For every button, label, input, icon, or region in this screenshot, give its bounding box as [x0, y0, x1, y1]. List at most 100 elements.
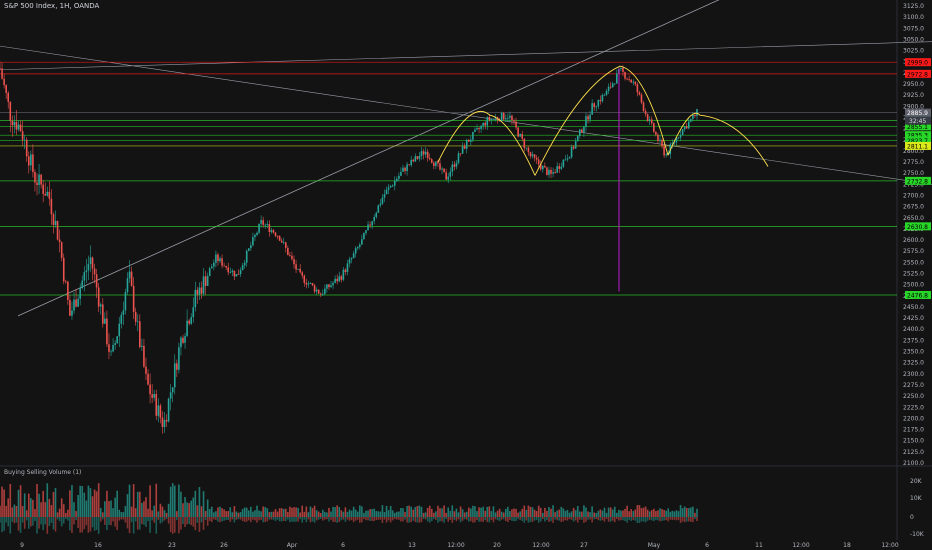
volume-bar	[313, 517, 316, 523]
volume-bar	[136, 491, 139, 517]
candle-body	[89, 257, 92, 265]
volume-bar	[486, 506, 489, 517]
volume-bar	[272, 511, 275, 517]
volume-bar	[408, 505, 410, 517]
candle-body	[566, 158, 569, 160]
candle-body	[356, 247, 359, 249]
candle-body	[591, 103, 593, 115]
candle-body	[178, 347, 180, 370]
candle-body	[167, 398, 170, 422]
volume-bar	[585, 517, 587, 522]
candle-body	[344, 269, 347, 273]
candle-body	[99, 304, 102, 307]
candle-body	[644, 111, 647, 115]
candle-body	[406, 164, 408, 171]
candle-body	[529, 152, 532, 157]
volume-bar	[145, 517, 147, 527]
candle-body	[443, 168, 445, 173]
candle-body	[192, 307, 195, 318]
volume-bar	[112, 517, 114, 522]
y-tick-label: 2675.0	[903, 204, 924, 211]
price-level-tag	[905, 291, 931, 300]
volume-bar	[414, 517, 417, 523]
candle-body	[235, 274, 238, 277]
volume-bar	[354, 509, 357, 517]
volume-bar	[646, 517, 649, 521]
candle-body	[665, 154, 667, 156]
volume-bar	[276, 511, 279, 517]
volume-bar	[13, 517, 16, 524]
candle-body	[377, 205, 380, 213]
volume-bar	[443, 505, 445, 517]
volume-bar	[513, 508, 515, 517]
volume-bar	[11, 507, 14, 517]
candle-body	[338, 276, 341, 282]
volume-bar	[492, 517, 495, 523]
volume-bar	[237, 517, 240, 520]
volume-bar	[379, 517, 382, 520]
volume-bar	[687, 508, 690, 517]
volume-bar	[134, 508, 137, 517]
volume-bar	[655, 510, 657, 517]
volume-bar	[106, 490, 108, 517]
volume-bar	[529, 517, 532, 523]
candle-body	[433, 162, 435, 166]
candle-body	[81, 280, 84, 289]
candle-body	[116, 336, 118, 344]
volume-bar	[511, 517, 513, 521]
volume-bar	[679, 517, 682, 523]
candle-body	[332, 282, 334, 286]
volume-bar	[675, 510, 678, 517]
candle-body	[439, 163, 441, 170]
volume-bar	[583, 505, 585, 517]
volume-bar	[9, 483, 12, 517]
volume-bar	[243, 507, 246, 517]
volume-bar	[348, 517, 351, 521]
volume-bar	[496, 510, 499, 517]
price-level-tag	[905, 108, 931, 117]
volume-bar	[486, 517, 489, 523]
candle-body	[650, 119, 653, 124]
candle-body	[622, 67, 624, 72]
volume-bar	[227, 511, 230, 517]
candle-body	[548, 169, 550, 175]
volume-bar	[665, 517, 667, 521]
volume-bar	[241, 517, 244, 521]
candle-body	[430, 159, 433, 163]
volume-bar	[461, 517, 464, 521]
volume-bar	[541, 512, 544, 517]
candle-body	[330, 285, 332, 288]
volume-bar	[646, 509, 649, 517]
candle-body	[683, 126, 686, 130]
volume-bar	[54, 517, 57, 532]
volume-bar	[383, 512, 386, 517]
volume-bar	[620, 510, 622, 517]
candle-body	[685, 126, 688, 129]
candle-body	[570, 146, 573, 158]
volume-bar	[186, 517, 188, 525]
y-tick-label: 2325.0	[903, 360, 924, 367]
volume-bar	[683, 506, 686, 517]
candle-body	[93, 268, 96, 275]
volume-bar	[134, 517, 137, 522]
volume-bar	[324, 517, 326, 520]
falling-trend-line	[0, 45, 932, 185]
volume-bar	[690, 517, 692, 522]
volume-bar	[153, 517, 156, 523]
volume-bar	[307, 512, 310, 517]
volume-bar	[692, 517, 694, 523]
volume-bar	[632, 517, 635, 520]
candle-body	[480, 125, 482, 130]
volume-bar	[132, 484, 135, 517]
volume-bar	[247, 517, 250, 521]
volume-bar	[149, 485, 151, 517]
candle-body	[36, 182, 38, 186]
candle-body	[11, 120, 14, 126]
candle-body	[642, 102, 645, 112]
volume-bar	[118, 509, 121, 517]
y-tick-label: 2200.0	[903, 415, 924, 422]
volume-bar	[60, 517, 63, 527]
volume-bar	[564, 517, 567, 521]
volume-bar	[309, 517, 312, 523]
